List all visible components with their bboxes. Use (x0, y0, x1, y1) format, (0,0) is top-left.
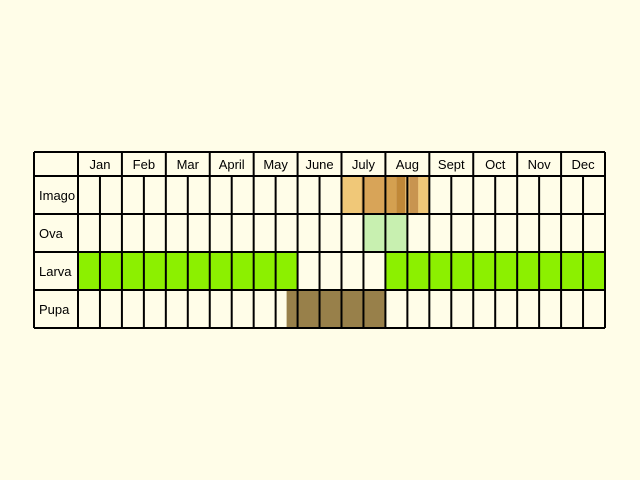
calendar-grid (33, 151, 606, 329)
month-label-nov: Nov (528, 157, 552, 172)
month-label-jan: Jan (89, 157, 110, 172)
month-label-aug: Aug (396, 157, 419, 172)
month-label-may: May (263, 157, 288, 172)
month-label-june: June (305, 157, 333, 172)
calendar-labels: Jan Feb Mar April May June July Aug Sept Oct Nov De… (39, 157, 595, 317)
month-label-april: April (219, 157, 245, 172)
stage-label-pupa: Pupa (39, 302, 70, 317)
month-label-dec: Dec (571, 157, 595, 172)
stage-label-larva: Larva (39, 264, 72, 279)
period-pupa-0 (286, 290, 386, 328)
month-label-july: July (352, 157, 376, 172)
period-imago-1 (361, 176, 386, 214)
period-imago-2 (385, 176, 397, 214)
period-imago-0 (341, 176, 362, 214)
month-label-mar: Mar (177, 157, 200, 172)
month-label-oct: Oct (485, 157, 506, 172)
month-label-feb: Feb (133, 157, 155, 172)
stage-label-imago: Imago (39, 188, 75, 203)
period-imago-6 (418, 176, 430, 214)
month-label-sept: Sept (438, 157, 465, 172)
period-imago-5 (409, 176, 419, 214)
period-imago-3 (396, 176, 406, 214)
stage-label-ova: Ova (39, 226, 64, 241)
